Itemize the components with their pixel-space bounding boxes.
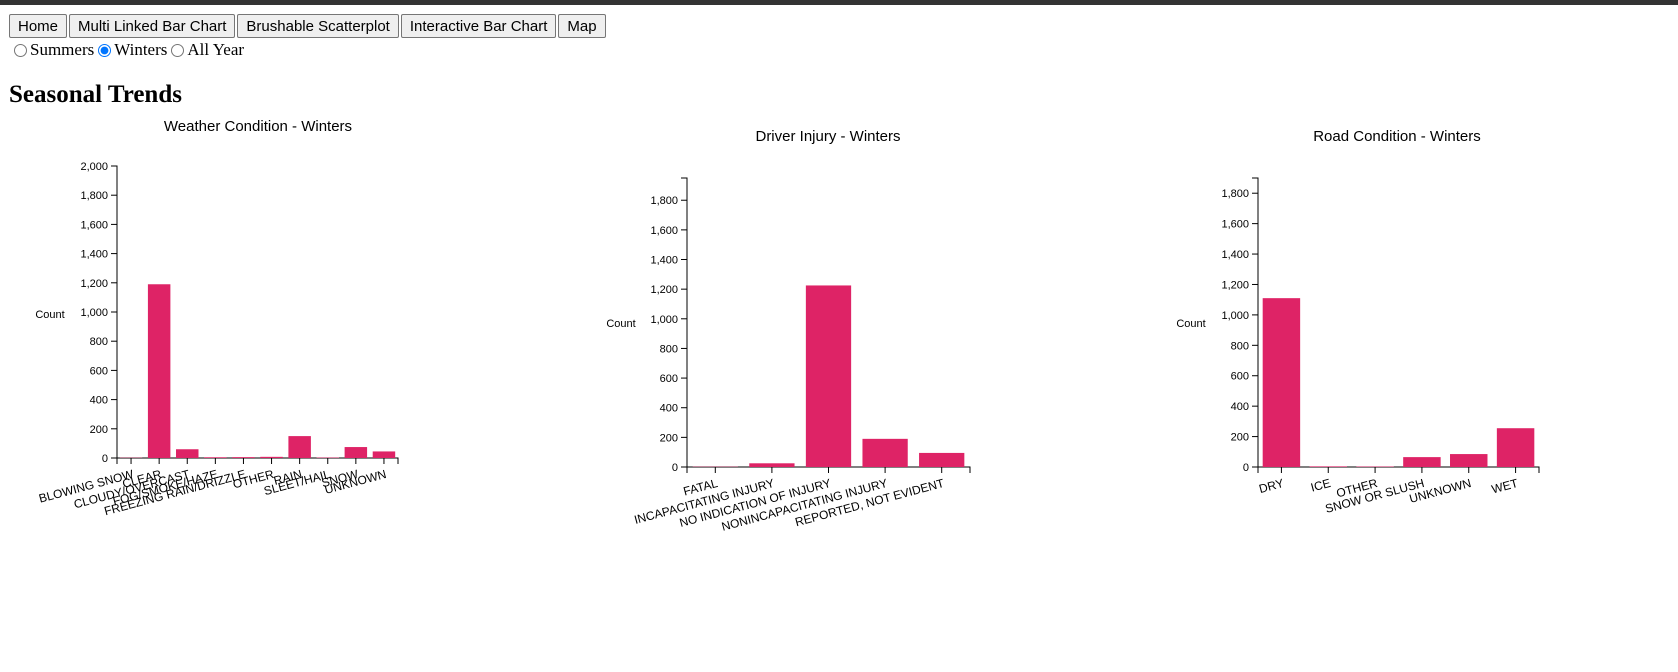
bar[interactable]: [288, 436, 311, 458]
x-tick-label: WET: [1490, 476, 1520, 497]
y-tick-label: 400: [1231, 401, 1249, 413]
bar[interactable]: [1262, 298, 1301, 467]
chart-title: Weather Condition - Winters: [164, 118, 352, 135]
y-tick-label: 200: [1231, 432, 1249, 444]
y-axis-label: Count: [1176, 318, 1205, 330]
bar[interactable]: [176, 449, 199, 458]
y-tick-label: 800: [660, 343, 678, 355]
y-tick-label: 800: [1231, 340, 1249, 352]
bar[interactable]: [1403, 457, 1441, 467]
x-tick-label: ICE: [1309, 476, 1332, 495]
y-tick-label: 1,800: [1221, 188, 1249, 200]
y-axis-line: [1252, 177, 1259, 468]
y-tick-label: 1,200: [1221, 279, 1249, 291]
road-condition-chart: Road Condition - Winters Count 0 200 400 600 8…: [1176, 128, 1540, 516]
page-title: Seasonal Trends: [9, 81, 182, 108]
x-axis-line: [1257, 466, 1540, 473]
y-tick-label: 1,000: [1221, 310, 1249, 322]
chart-title: Road Condition - Winters: [1313, 128, 1481, 145]
bar[interactable]: [1309, 466, 1347, 467]
y-tick-label: 1,400: [1221, 249, 1249, 261]
y-tick-label: 1,000: [650, 314, 678, 326]
bar[interactable]: [344, 447, 368, 458]
season-label-winters: Winters: [114, 40, 168, 59]
bar[interactable]: [1496, 428, 1535, 467]
bar[interactable]: [147, 284, 171, 458]
bar[interactable]: [1450, 454, 1488, 467]
top-bar: [0, 0, 1678, 5]
bar[interactable]: [919, 452, 965, 467]
bar[interactable]: [372, 451, 396, 458]
season-label-summers: Summers: [30, 40, 95, 59]
x-tick-label: DRY: [1257, 476, 1285, 496]
y-axis-label: Count: [606, 318, 635, 330]
y-tick-label: 1,800: [650, 195, 678, 207]
season-option-winters[interactable]: Winters: [98, 40, 167, 60]
y-tick-label: 1,600: [1221, 219, 1249, 231]
y-tick-label: 1,800: [80, 190, 108, 202]
y-tick-label: 1,400: [650, 255, 678, 267]
y-tick-label: 200: [90, 424, 108, 436]
y-tick-label: 0: [1243, 462, 1249, 474]
nav-bar: Home Multi Linked Bar Chart Brushable Sc…: [9, 14, 606, 38]
y-tick-label: 1,400: [80, 249, 108, 261]
y-tick-label: 0: [102, 453, 108, 465]
season-radio-group: Summers Winters All Year: [14, 40, 248, 60]
y-tick-label: 1,000: [80, 307, 108, 319]
y-tick-label: 200: [660, 432, 678, 444]
nav-map-button[interactable]: Map: [558, 14, 606, 38]
y-tick-label: 2,000: [80, 161, 108, 173]
season-radio-winters[interactable]: [98, 43, 112, 57]
nav-brushable-scatterplot-button[interactable]: Brushable Scatterplot: [237, 14, 399, 38]
y-tick-label: 1,200: [80, 278, 108, 290]
bar[interactable]: [204, 457, 227, 458]
nav-home-button[interactable]: Home: [9, 14, 68, 38]
bar[interactable]: [805, 285, 852, 467]
x-axis-line: [116, 457, 399, 464]
y-tick-label: 400: [90, 395, 108, 407]
y-tick-label: 600: [660, 373, 678, 385]
nav-multi-linked-bar-chart-button[interactable]: Multi Linked Bar Chart: [69, 14, 236, 38]
y-tick-label: 600: [1231, 371, 1249, 383]
bar[interactable]: [862, 438, 908, 467]
bar[interactable]: [260, 456, 283, 458]
y-tick-label: 1,600: [80, 219, 108, 231]
season-radio-all-year[interactable]: [171, 43, 185, 57]
y-tick-label: 400: [660, 403, 678, 415]
season-option-all-year[interactable]: All Year: [171, 40, 244, 60]
y-tick-label: 1,600: [650, 225, 678, 237]
y-tick-label: 600: [90, 365, 108, 377]
chart-title: Driver Injury - Winters: [755, 128, 900, 145]
y-axis-label: Count: [35, 309, 64, 321]
y-tick-label: 800: [90, 336, 108, 348]
driver-injury-chart: Driver Injury - Winters Count 0 200 400 600 80…: [606, 128, 971, 534]
season-option-summers[interactable]: Summers: [14, 40, 94, 60]
y-tick-label: 0: [672, 462, 678, 474]
bar[interactable]: [232, 457, 255, 458]
y-axis-line: [681, 177, 688, 468]
weather-condition-chart: Weather Condition - Winters Count 0 200 400 6…: [35, 118, 399, 518]
season-label-all-year: All Year: [187, 40, 245, 59]
season-radio-summers[interactable]: [14, 43, 27, 57]
bar[interactable]: [749, 463, 795, 467]
nav-interactive-bar-chart-button[interactable]: Interactive Bar Chart: [400, 14, 557, 38]
y-tick-label: 1,200: [650, 284, 678, 296]
